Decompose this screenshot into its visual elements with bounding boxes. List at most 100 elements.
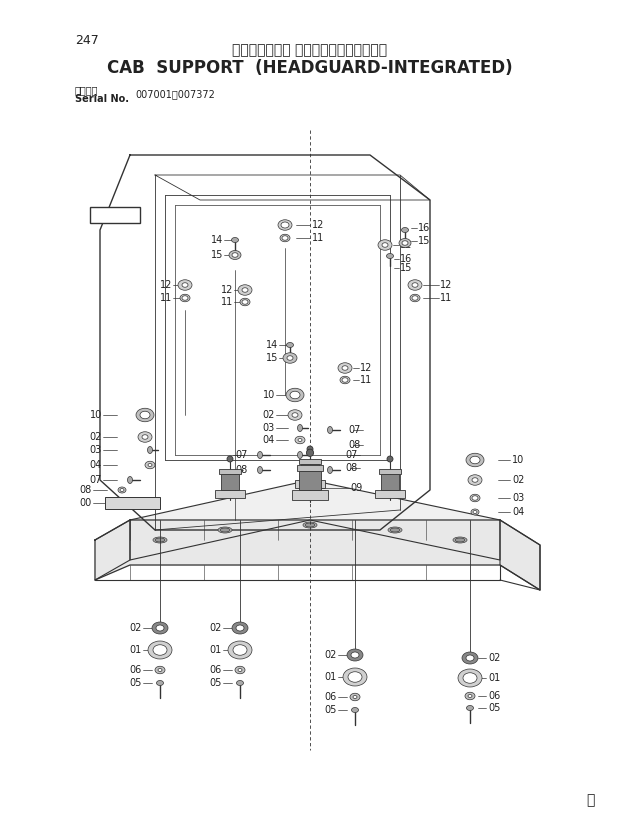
Text: 01: 01 [130,645,142,655]
Polygon shape [95,520,540,590]
Ellipse shape [283,353,297,363]
Ellipse shape [455,538,465,542]
Ellipse shape [236,625,244,631]
Ellipse shape [282,236,288,241]
Bar [105,497,160,509]
Bar [375,490,405,498]
Ellipse shape [303,522,317,528]
Text: 04: 04 [512,507,525,517]
Text: 06: 06 [325,692,337,702]
Text: 11: 11 [440,293,452,303]
Text: Serial No.: Serial No. [75,94,129,104]
Ellipse shape [402,227,409,232]
Text: 15: 15 [265,353,278,363]
Ellipse shape [238,284,252,295]
Text: 02: 02 [512,475,525,485]
Text: 12: 12 [360,363,373,373]
Ellipse shape [462,652,478,664]
Ellipse shape [156,625,164,631]
Text: 12: 12 [400,240,412,250]
Text: 10: 10 [90,410,102,420]
Bar [215,490,245,498]
Bar [381,474,399,490]
Ellipse shape [463,672,477,683]
Circle shape [307,446,313,452]
Text: 04: 04 [263,435,275,445]
Ellipse shape [468,475,482,485]
Ellipse shape [338,363,352,373]
Ellipse shape [343,668,367,686]
Bar [221,474,239,490]
Text: 03: 03 [90,445,102,455]
Bar [297,465,323,471]
Text: 15: 15 [211,250,223,260]
Ellipse shape [351,652,359,658]
Ellipse shape [342,378,348,382]
Ellipse shape [229,251,241,260]
Ellipse shape [136,409,154,422]
Text: 15: 15 [400,263,412,273]
Ellipse shape [231,237,239,242]
Ellipse shape [388,527,402,533]
Ellipse shape [152,622,168,634]
Text: 007001～007372: 007001～007372 [135,89,215,99]
Text: 02: 02 [90,432,102,442]
Bar [299,471,321,490]
Ellipse shape [471,509,479,515]
Text: 11: 11 [160,293,172,303]
Ellipse shape [342,366,348,370]
Ellipse shape [286,342,293,347]
Text: 01: 01 [210,645,222,655]
Ellipse shape [182,283,188,287]
Ellipse shape [465,692,475,700]
Ellipse shape [382,243,388,247]
Ellipse shape [158,668,162,672]
Ellipse shape [352,708,358,713]
Ellipse shape [327,427,332,433]
Ellipse shape [155,538,165,542]
Text: Ⓤ: Ⓤ [586,793,594,807]
Ellipse shape [466,453,484,466]
Ellipse shape [298,438,302,442]
Text: 07: 07 [348,425,360,435]
Ellipse shape [120,489,124,491]
Ellipse shape [290,391,300,399]
Ellipse shape [458,669,482,687]
Ellipse shape [348,672,362,682]
Bar [90,207,140,223]
Ellipse shape [257,466,262,474]
Ellipse shape [281,222,289,228]
Ellipse shape [148,463,152,466]
Text: 16: 16 [400,254,412,264]
Text: 14: 14 [211,235,223,245]
Ellipse shape [233,645,247,655]
Text: 12: 12 [159,280,172,290]
Ellipse shape [232,622,248,634]
Ellipse shape [128,476,133,484]
Text: 08: 08 [345,463,357,473]
Ellipse shape [238,668,242,672]
Text: 02: 02 [488,653,500,663]
Ellipse shape [350,693,360,700]
Text: 01: 01 [488,673,500,683]
Ellipse shape [280,234,290,241]
Ellipse shape [142,435,148,439]
Text: 10: 10 [263,390,275,400]
Ellipse shape [473,510,477,514]
Text: FRONT: FRONT [94,211,126,219]
Ellipse shape [228,641,252,659]
Ellipse shape [466,705,474,710]
Ellipse shape [155,667,165,674]
Text: 14: 14 [266,340,278,350]
Text: 06: 06 [488,691,500,701]
Ellipse shape [140,411,150,418]
Text: 11: 11 [221,297,233,307]
Ellipse shape [402,241,408,246]
Text: 09: 09 [350,483,362,493]
Text: 07: 07 [345,450,357,460]
Ellipse shape [148,641,172,659]
Ellipse shape [235,667,245,674]
Ellipse shape [347,649,363,661]
Ellipse shape [156,681,164,686]
Text: 05: 05 [210,678,222,688]
